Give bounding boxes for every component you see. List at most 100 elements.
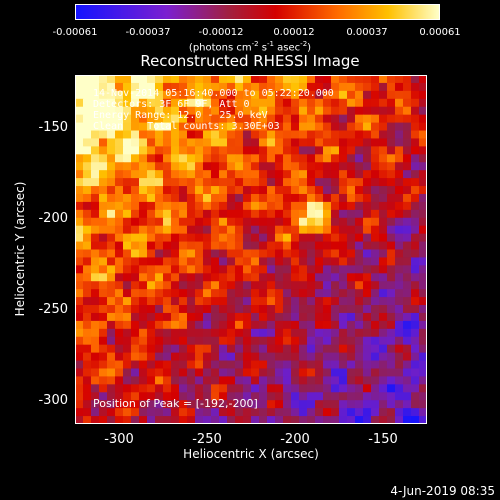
heatmap-cell <box>235 344 244 354</box>
heatmap-cell <box>187 416 196 424</box>
heatmap-cell <box>315 289 324 298</box>
heatmap-cell <box>211 217 220 227</box>
heatmap-cell <box>235 312 244 322</box>
heatmap-cell <box>187 106 196 116</box>
heatmap-cell <box>275 138 284 147</box>
heatmap-cell <box>347 344 356 354</box>
annotation-detectors: Detectors: 3F 6F 9F, Att 0 <box>93 99 250 110</box>
heatmap-cell <box>131 178 140 187</box>
heatmap-cell <box>99 265 108 274</box>
heatmap-cell <box>139 130 148 139</box>
heatmap-cell <box>259 368 268 377</box>
heatmap-cell <box>355 289 364 298</box>
heatmap-cell <box>363 75 372 84</box>
heatmap-cell <box>235 416 244 424</box>
heatmap-cell <box>339 90 348 100</box>
heatmap-cell <box>339 265 348 274</box>
heatmap-cell <box>115 138 124 147</box>
heatmap-cell <box>283 249 292 258</box>
heatmap-cell <box>315 360 324 369</box>
heatmap-cell <box>267 217 276 227</box>
heatmap-cell <box>131 186 140 195</box>
heatmap-cell <box>139 408 148 417</box>
heatmap-cell <box>139 154 148 163</box>
heatmap-cell <box>203 328 212 338</box>
heatmap-cell <box>147 209 156 219</box>
heatmap-cell <box>347 297 356 306</box>
heatmap-cell <box>371 138 380 147</box>
heatmap-cell <box>83 154 92 163</box>
heatmap-cell <box>235 233 244 243</box>
heatmap-cell <box>355 400 364 409</box>
heatmap-cell <box>171 344 180 354</box>
heatmap-cell <box>211 241 220 250</box>
heatmap-cell <box>195 241 204 250</box>
heatmap-cell <box>243 408 252 417</box>
heatmap-cell <box>131 336 140 346</box>
heatmap-cell <box>371 201 380 211</box>
heatmap-cell <box>235 90 244 100</box>
heatmap-cell <box>419 249 427 258</box>
heatmap-cell <box>123 178 132 187</box>
heatmap-cell <box>227 90 236 100</box>
heatmap-cell <box>267 122 276 132</box>
heatmap-cell <box>299 90 308 100</box>
heatmap-cell <box>107 90 116 100</box>
heatmap-cell <box>155 336 164 346</box>
heatmap-cell <box>387 416 396 424</box>
heatmap-cell <box>227 368 236 377</box>
heatmap-cell <box>195 257 204 266</box>
heatmap-cell <box>131 162 140 171</box>
heatmap-cell <box>363 281 372 290</box>
heatmap-cell <box>283 233 292 243</box>
heatmap-cell <box>347 98 356 108</box>
heatmap-cell <box>259 225 268 235</box>
heatmap-cell <box>131 408 140 417</box>
heatmap-cell <box>219 360 228 369</box>
heatmap-cell <box>251 273 260 282</box>
heatmap-cell <box>187 241 196 250</box>
heatmap-cell <box>339 257 348 266</box>
heatmap-cell <box>227 193 236 203</box>
heatmap-cell <box>267 82 276 92</box>
heatmap-cell <box>155 344 164 354</box>
y-tick-label: -250 <box>38 302 68 317</box>
heatmap-cell <box>371 257 380 266</box>
heatmap-cell <box>139 241 148 250</box>
heatmap-cell <box>211 225 220 235</box>
heatmap-cell <box>171 193 180 203</box>
heatmap-cell <box>379 122 388 132</box>
heatmap-cell <box>259 114 268 124</box>
heatmap-cell <box>219 265 228 274</box>
heatmap-cell <box>171 384 180 393</box>
heatmap-cell <box>179 408 188 417</box>
heatmap-cell <box>267 408 276 417</box>
heatmap-cell <box>131 193 140 203</box>
heatmap-cell <box>83 98 92 108</box>
heatmap-cell <box>251 400 260 409</box>
heatmap-cell <box>75 114 84 124</box>
heatmap-cell <box>323 186 332 195</box>
heatmap-cell <box>203 114 212 124</box>
heatmap-cell <box>291 201 300 211</box>
heatmap-cell <box>91 352 100 362</box>
heatmap-cell <box>235 186 244 195</box>
heatmap-cell <box>235 106 244 116</box>
heatmap-cell <box>411 368 420 377</box>
colorbar <box>75 4 440 20</box>
heatmap-cell <box>227 130 236 139</box>
heatmap-cell <box>107 193 116 203</box>
heatmap-cell <box>307 297 316 306</box>
heatmap-cell <box>315 376 324 385</box>
heatmap-cell <box>139 162 148 171</box>
heatmap-cell <box>147 233 156 243</box>
heatmap-cell <box>235 193 244 203</box>
heatmap-cell <box>387 162 396 171</box>
heatmap-cell <box>315 146 324 155</box>
heatmap-cell <box>395 130 404 139</box>
heatmap-cell <box>75 75 84 84</box>
heatmap-cell <box>347 312 356 322</box>
heatmap-cell <box>243 257 252 266</box>
heatmap-cell <box>259 312 268 322</box>
heatmap-cell <box>259 241 268 250</box>
